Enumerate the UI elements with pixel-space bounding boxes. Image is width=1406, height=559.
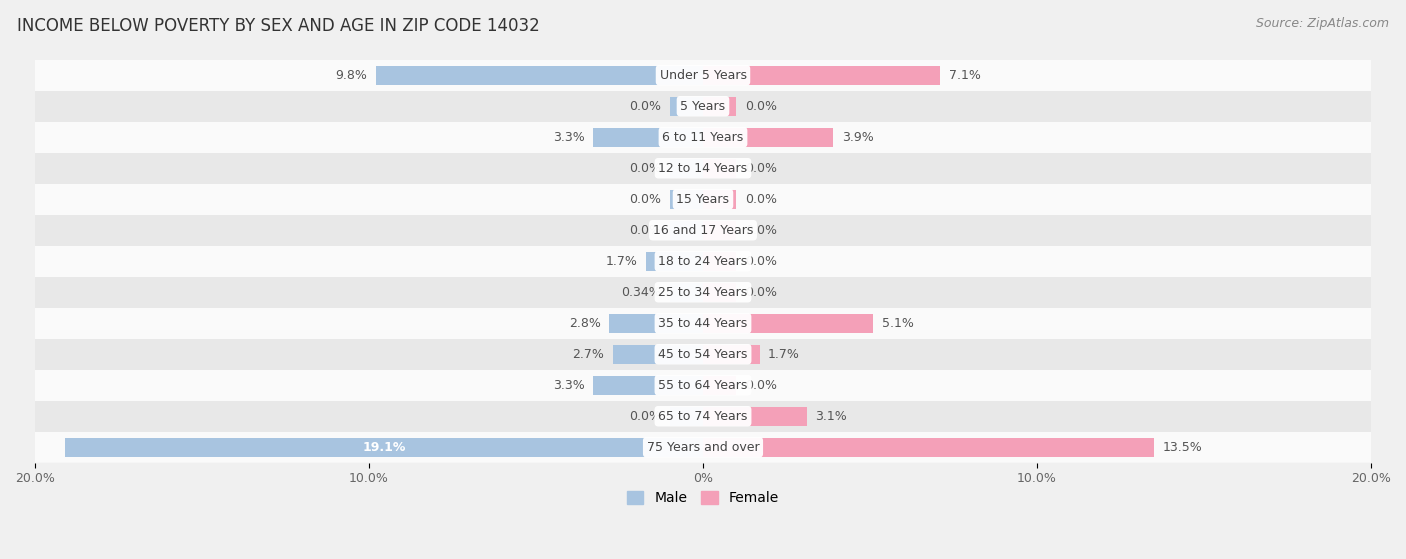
Bar: [35, 246, 1371, 277]
Text: 3.3%: 3.3%: [553, 379, 585, 392]
Text: 1.7%: 1.7%: [768, 348, 800, 361]
Bar: [609, 314, 703, 333]
Text: 0.0%: 0.0%: [745, 224, 776, 236]
Text: 12 to 14 Years: 12 to 14 Years: [658, 162, 748, 175]
Bar: [35, 91, 1371, 122]
Text: 0.0%: 0.0%: [630, 193, 661, 206]
Bar: [669, 221, 703, 239]
Bar: [35, 184, 1371, 215]
Text: 7.1%: 7.1%: [949, 69, 980, 82]
Text: 55 to 64 Years: 55 to 64 Years: [658, 379, 748, 392]
Text: 1.7%: 1.7%: [606, 255, 638, 268]
Bar: [703, 221, 737, 239]
Bar: [35, 339, 1371, 369]
Bar: [703, 190, 737, 209]
Text: 0.0%: 0.0%: [630, 224, 661, 236]
Bar: [669, 97, 703, 116]
Text: 3.9%: 3.9%: [842, 131, 873, 144]
Bar: [35, 215, 1371, 246]
Text: Source: ZipAtlas.com: Source: ZipAtlas.com: [1256, 17, 1389, 30]
Bar: [703, 376, 737, 395]
Text: 19.1%: 19.1%: [363, 440, 406, 454]
Bar: [35, 122, 1371, 153]
Text: 16 and 17 Years: 16 and 17 Years: [652, 224, 754, 236]
Text: Under 5 Years: Under 5 Years: [659, 69, 747, 82]
Text: 0.0%: 0.0%: [630, 410, 661, 423]
Text: 6 to 11 Years: 6 to 11 Years: [662, 131, 744, 144]
Bar: [65, 438, 703, 457]
Bar: [613, 345, 703, 363]
Text: 0.0%: 0.0%: [745, 379, 776, 392]
Text: 3.3%: 3.3%: [553, 131, 585, 144]
Text: 13.5%: 13.5%: [1163, 440, 1202, 454]
Text: 0.0%: 0.0%: [745, 100, 776, 113]
Bar: [35, 60, 1371, 91]
Text: 5 Years: 5 Years: [681, 100, 725, 113]
Text: 9.8%: 9.8%: [336, 69, 367, 82]
Text: 0.0%: 0.0%: [745, 255, 776, 268]
Bar: [703, 314, 873, 333]
Text: 0.0%: 0.0%: [745, 286, 776, 299]
Bar: [703, 283, 737, 301]
Text: 3.1%: 3.1%: [815, 410, 846, 423]
Bar: [593, 128, 703, 146]
Bar: [35, 432, 1371, 463]
Bar: [35, 369, 1371, 401]
Text: 0.0%: 0.0%: [745, 162, 776, 175]
Text: 5.1%: 5.1%: [882, 317, 914, 330]
Bar: [669, 283, 703, 301]
Bar: [35, 153, 1371, 184]
Bar: [647, 252, 703, 271]
Bar: [703, 438, 1154, 457]
Bar: [703, 128, 834, 146]
Text: 18 to 24 Years: 18 to 24 Years: [658, 255, 748, 268]
Text: 45 to 54 Years: 45 to 54 Years: [658, 348, 748, 361]
Bar: [669, 407, 703, 425]
Bar: [35, 277, 1371, 307]
Text: 0.0%: 0.0%: [630, 162, 661, 175]
Bar: [375, 66, 703, 84]
Bar: [669, 190, 703, 209]
Bar: [703, 252, 737, 271]
Bar: [703, 159, 737, 178]
Text: 35 to 44 Years: 35 to 44 Years: [658, 317, 748, 330]
Bar: [669, 159, 703, 178]
Bar: [35, 307, 1371, 339]
Text: 0.0%: 0.0%: [630, 100, 661, 113]
Bar: [703, 345, 759, 363]
Text: 15 Years: 15 Years: [676, 193, 730, 206]
Bar: [35, 401, 1371, 432]
Text: 2.7%: 2.7%: [572, 348, 605, 361]
Text: 25 to 34 Years: 25 to 34 Years: [658, 286, 748, 299]
Text: 2.8%: 2.8%: [569, 317, 602, 330]
Bar: [703, 66, 941, 84]
Text: 0.34%: 0.34%: [621, 286, 661, 299]
Bar: [593, 376, 703, 395]
Legend: Male, Female: Male, Female: [620, 484, 786, 512]
Text: INCOME BELOW POVERTY BY SEX AND AGE IN ZIP CODE 14032: INCOME BELOW POVERTY BY SEX AND AGE IN Z…: [17, 17, 540, 35]
Text: 0.0%: 0.0%: [745, 193, 776, 206]
Text: 75 Years and over: 75 Years and over: [647, 440, 759, 454]
Text: 65 to 74 Years: 65 to 74 Years: [658, 410, 748, 423]
Bar: [703, 97, 737, 116]
Bar: [703, 407, 807, 425]
